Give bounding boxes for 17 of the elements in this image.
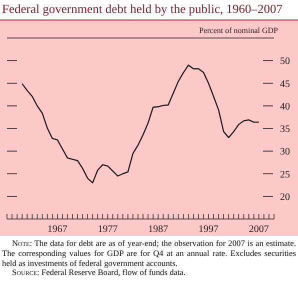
y-tick-label: 20 <box>280 192 290 203</box>
line-series <box>22 64 260 184</box>
y-axis-title: Percent of nominal GDP <box>199 26 279 35</box>
x-tick-label: 1967 <box>47 224 68 235</box>
y-tick-label: 40 <box>280 101 290 112</box>
x-tick-label: 1997 <box>198 224 219 235</box>
y-tick-label: 25 <box>280 169 290 180</box>
source-note: Source: Federal Reserve Board, flow of funds data. <box>11 268 187 278</box>
x-tick-label: 1987 <box>148 224 168 235</box>
chart-title: Federal government debt held by the public, 1960–2007 <box>2 2 282 16</box>
y-tick-label: 45 <box>280 78 290 90</box>
y-tick-label: 35 <box>280 124 290 135</box>
x-tick-label: 1977 <box>98 224 118 235</box>
y-tick-label: 30 <box>280 146 290 158</box>
text: Note: The data for debt are as of year-end; the observation for 2007 is an estimate. The corresponding values for GDP are for Q4 at an annual rate. Excludes securities held as investments of federal government accounts. <box>2 239 296 268</box>
y-tick-label: 50 <box>280 56 290 68</box>
x-tick-label: 2007 <box>248 224 269 235</box>
